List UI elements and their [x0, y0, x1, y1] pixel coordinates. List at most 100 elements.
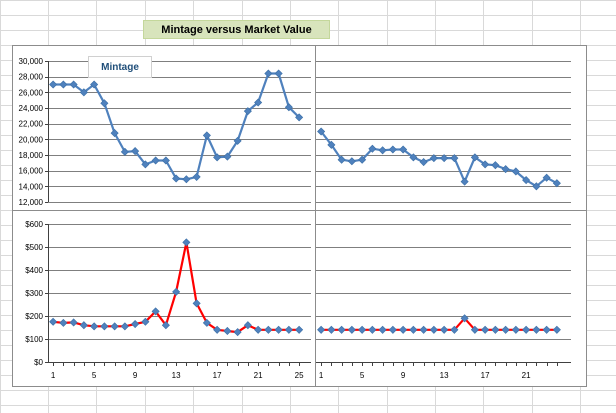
data-point: [470, 325, 479, 334]
data-point: [243, 321, 252, 330]
data-point: [69, 318, 78, 327]
data-point: [49, 80, 58, 89]
y-tick-label: $500: [25, 243, 43, 252]
data-point: [450, 325, 459, 334]
data-point: [368, 144, 377, 153]
x-tick-label: 17: [481, 371, 490, 380]
data-point: [151, 156, 160, 165]
legend: Mintage: [88, 56, 152, 78]
y-tick-label: 28,000: [19, 73, 44, 82]
y-tick-label: 18,000: [19, 151, 44, 160]
data-point: [131, 147, 140, 156]
data-point: [542, 325, 551, 334]
value-chart-right[interactable]: 1 5 9 13 17 21: [315, 210, 587, 387]
data-point: [90, 322, 99, 331]
data-point: [440, 154, 449, 163]
data-point: [100, 99, 109, 108]
data-point: [501, 325, 510, 334]
data-point: [470, 153, 479, 162]
data-point: [161, 156, 170, 165]
data-point: [388, 325, 397, 334]
data-point: [317, 325, 326, 334]
data-point: [429, 154, 438, 163]
mintage-chart-left[interactable]: 12,000 14,000 16,000 18,000 20,000 22,000 24,0…: [12, 45, 316, 211]
data-point: [284, 103, 293, 112]
mintage-chart-right[interactable]: [315, 45, 587, 211]
data-point: [337, 325, 346, 334]
legend-label-mintage: Mintage: [101, 61, 139, 73]
data-point: [243, 107, 252, 116]
y-tick-label: 26,000: [19, 88, 44, 97]
data-point: [131, 320, 140, 329]
data-point: [284, 325, 293, 334]
data-point: [542, 173, 551, 182]
data-point: [182, 238, 191, 247]
data-point: [223, 326, 232, 335]
data-point: [552, 179, 561, 188]
data-point: [409, 325, 418, 334]
data-point: [202, 318, 211, 327]
data-point: [110, 322, 119, 331]
data-point: [274, 325, 283, 334]
data-point: [327, 325, 336, 334]
x-tick-label: 1: [51, 371, 56, 380]
x-tick-label: 9: [133, 371, 138, 380]
data-point: [213, 325, 222, 334]
y-tick-label: $200: [25, 312, 43, 321]
x-tick-label: 17: [213, 371, 222, 380]
data-point: [79, 321, 88, 330]
value-chart-left-plot: $0 $100 $200 $300 $400 $500 $600 1 5 9 13 17 21 25: [25, 220, 311, 380]
data-point: [274, 69, 283, 78]
y-tick-label: 14,000: [19, 182, 44, 191]
y-tick-label: 12,000: [19, 198, 44, 207]
data-point: [233, 136, 242, 145]
data-point: [481, 325, 490, 334]
data-point: [491, 161, 500, 170]
mintage-chart-right-plot: [316, 61, 571, 203]
data-point: [120, 322, 129, 331]
data-point: [368, 325, 377, 334]
data-point: [172, 287, 181, 296]
data-point: [264, 69, 273, 78]
data-point: [481, 160, 490, 169]
data-point: [182, 175, 191, 184]
data-point: [460, 177, 469, 186]
data-point: [378, 146, 387, 155]
series-line: [321, 317, 557, 331]
y-tick-label: 30,000: [19, 57, 44, 66]
data-point: [264, 325, 273, 334]
data-point: [59, 318, 68, 327]
x-tick-label: 13: [440, 371, 449, 380]
data-point: [460, 314, 469, 323]
y-tick-label: 22,000: [19, 120, 44, 129]
data-point: [317, 127, 326, 136]
data-point: [347, 157, 356, 166]
data-point: [90, 80, 99, 89]
data-point: [254, 325, 263, 334]
y-tick-label: 20,000: [19, 135, 44, 144]
data-point: [358, 325, 367, 334]
data-point: [501, 165, 510, 174]
value-chart-left[interactable]: $0 $100 $200 $300 $400 $500 $600 1 5 9 13 17 21 25: [12, 210, 316, 387]
data-point: [522, 325, 531, 334]
data-point: [223, 152, 232, 161]
data-point: [59, 80, 68, 89]
data-point: [172, 174, 181, 183]
x-tick-label: 5: [360, 371, 365, 380]
data-point: [378, 325, 387, 334]
data-point: [161, 321, 170, 330]
y-tick-label: $300: [25, 289, 43, 298]
data-point: [399, 325, 408, 334]
data-point: [151, 307, 160, 316]
x-tick-label: 13: [172, 371, 181, 380]
data-point: [399, 145, 408, 154]
data-point: [511, 325, 520, 334]
data-point: [100, 322, 109, 331]
y-tick-label: $600: [25, 220, 43, 229]
data-point: [327, 140, 336, 149]
data-point: [69, 80, 78, 89]
data-point: [213, 153, 222, 162]
data-point: [419, 325, 428, 334]
data-point: [347, 325, 356, 334]
data-point: [141, 317, 150, 326]
